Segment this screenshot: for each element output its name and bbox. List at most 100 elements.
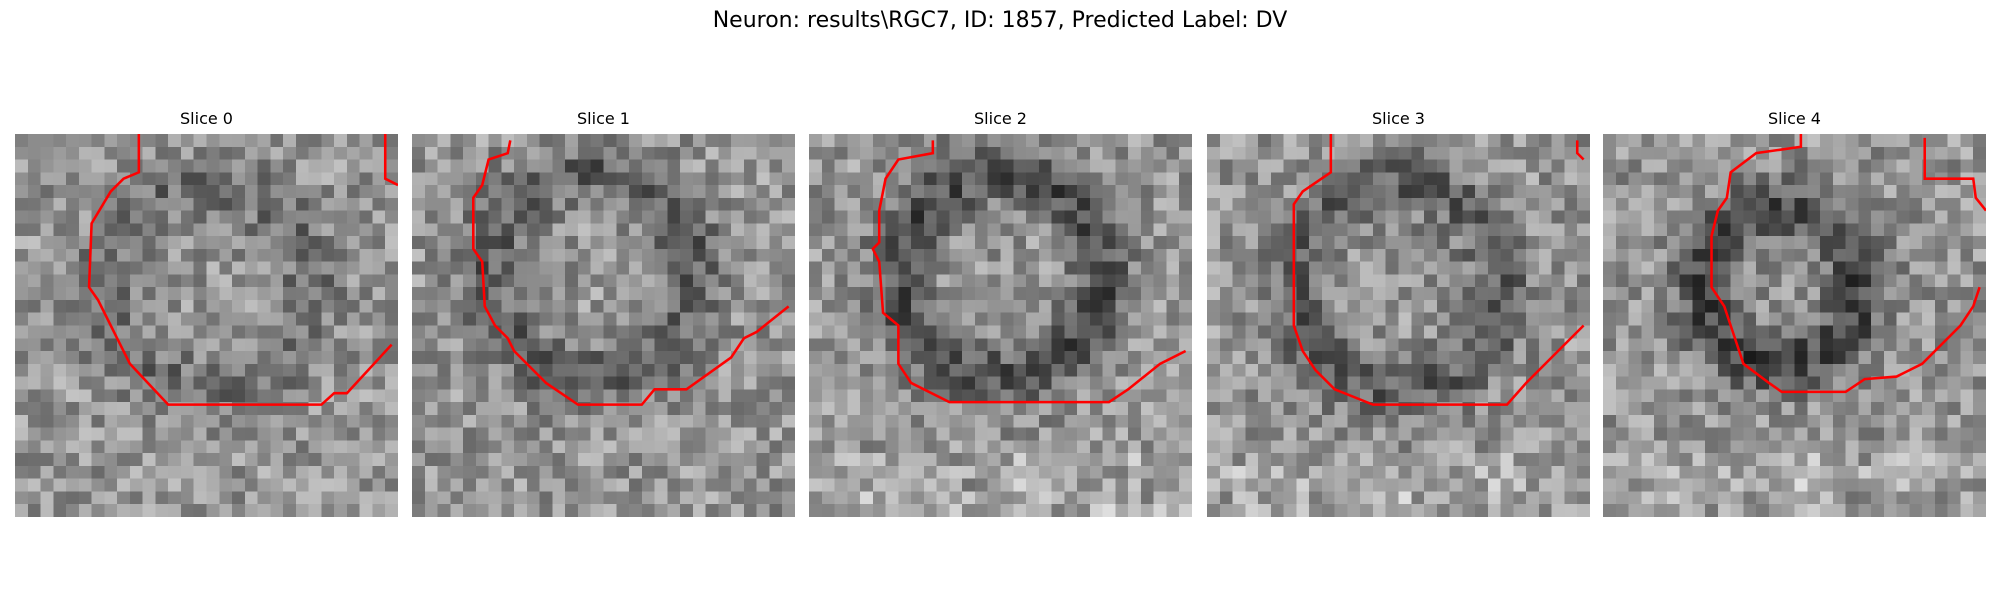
pixel — [1258, 185, 1272, 199]
pixel — [1064, 312, 1078, 326]
pixel — [321, 376, 335, 390]
pixel — [1564, 440, 1578, 454]
pixel — [295, 197, 309, 211]
pixel — [180, 197, 194, 211]
pixel — [346, 223, 360, 237]
pixel — [142, 453, 156, 467]
pixel — [1781, 478, 1795, 492]
pixel — [1934, 414, 1948, 428]
pixel — [539, 261, 553, 275]
pixel — [1424, 389, 1438, 403]
pixel — [731, 248, 745, 262]
pixel — [180, 325, 194, 339]
pixel — [1385, 299, 1399, 313]
pixel — [385, 210, 398, 224]
pixel — [1321, 338, 1335, 352]
pixel — [1424, 338, 1438, 352]
pixel — [308, 453, 322, 467]
pixel — [987, 134, 1001, 148]
pixel — [1411, 491, 1425, 505]
pixel — [1922, 414, 1936, 428]
pixel — [616, 414, 630, 428]
pixel — [1756, 312, 1770, 326]
pixel — [1000, 338, 1014, 352]
pixel — [1179, 440, 1192, 454]
pixel — [1026, 453, 1040, 467]
pixel — [1207, 465, 1221, 479]
pixel — [526, 453, 540, 467]
pixel — [923, 363, 937, 377]
pixel — [1411, 312, 1425, 326]
pixel — [692, 248, 706, 262]
pixel — [1564, 146, 1578, 160]
pixel — [1321, 197, 1335, 211]
pixel — [257, 159, 271, 173]
pixel — [1551, 223, 1565, 237]
pixel — [526, 159, 540, 173]
pixel — [1166, 223, 1180, 237]
pixel — [552, 402, 566, 416]
pixel — [756, 223, 770, 237]
pixel — [1743, 325, 1757, 339]
pixel — [1372, 351, 1386, 365]
pixel — [1102, 299, 1116, 313]
pixel — [552, 159, 566, 173]
pixel — [308, 172, 322, 186]
pixel — [936, 197, 950, 211]
pixel — [193, 478, 207, 492]
pixel — [1692, 312, 1706, 326]
pixel — [501, 197, 515, 211]
pixel — [949, 299, 963, 313]
pixel — [526, 351, 540, 365]
pixel — [1385, 159, 1399, 173]
pixel — [1487, 172, 1501, 186]
pixel — [1603, 248, 1617, 262]
pixel — [847, 210, 861, 224]
pixel — [949, 402, 963, 416]
pixel — [1654, 389, 1668, 403]
pixel — [1449, 440, 1463, 454]
pixel — [78, 185, 92, 199]
pixel — [450, 146, 464, 160]
pixel — [334, 351, 348, 365]
pixel — [718, 287, 732, 301]
pixel — [1577, 440, 1590, 454]
pixel — [923, 312, 937, 326]
pixel — [475, 414, 489, 428]
pixel — [821, 185, 835, 199]
pixel — [898, 236, 912, 250]
pixel — [1334, 478, 1348, 492]
pixel — [1807, 287, 1821, 301]
pixel — [1000, 210, 1014, 224]
pixel — [1064, 236, 1078, 250]
pixel — [488, 185, 502, 199]
pixel — [1334, 299, 1348, 313]
pixel — [334, 402, 348, 416]
pixel — [577, 478, 591, 492]
pixel — [1462, 197, 1476, 211]
pixel — [1372, 236, 1386, 250]
pixel — [1424, 414, 1438, 428]
pixel — [1219, 465, 1233, 479]
pixel — [680, 185, 694, 199]
pixel — [974, 504, 988, 517]
pixel — [66, 389, 80, 403]
pixel — [1973, 351, 1986, 365]
pixel — [15, 261, 29, 275]
pixel — [66, 223, 80, 237]
pixel — [1564, 402, 1578, 416]
pixel — [1462, 146, 1476, 160]
pixel — [911, 504, 925, 517]
pixel — [603, 146, 617, 160]
pixel — [437, 159, 451, 173]
pixel — [1051, 363, 1065, 377]
pixel — [756, 185, 770, 199]
pixel — [1603, 453, 1617, 467]
pixel — [1296, 197, 1310, 211]
pixel — [1743, 338, 1757, 352]
pixel — [1947, 197, 1961, 211]
pixel — [206, 261, 220, 275]
pixel — [66, 363, 80, 377]
pixel — [1115, 440, 1129, 454]
pixel — [847, 427, 861, 441]
